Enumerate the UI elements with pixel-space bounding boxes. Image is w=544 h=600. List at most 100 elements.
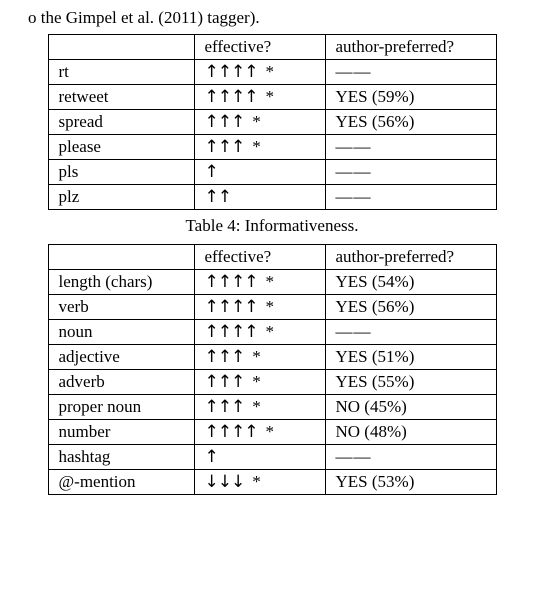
- header-blank: [48, 35, 194, 60]
- sig-marker: [218, 162, 226, 181]
- arrow-icon: ↑↑↑↑: [205, 322, 258, 342]
- arrow-icon: ↑↑↑: [205, 372, 245, 392]
- sig-marker: *: [244, 397, 261, 416]
- sig-marker: [231, 187, 239, 206]
- pref-value: ——: [336, 162, 372, 181]
- table-row: spread ↑↑↑* YES (56%): [48, 110, 496, 135]
- arrow-icon: ↑↑: [205, 187, 232, 207]
- effective-cell: ↑↑↑↑*: [194, 60, 325, 85]
- term-cell: @-mention: [48, 470, 194, 495]
- sig-marker: *: [257, 87, 274, 106]
- arrow-icon: ↑↑↑↑: [205, 87, 258, 107]
- arrow-icon: ↑↑↑: [205, 137, 245, 157]
- pref-cell: ——: [325, 160, 496, 185]
- pref-cell: YES (59%): [325, 85, 496, 110]
- effective-cell: ↑↑↑*: [194, 345, 325, 370]
- effective-cell: ↑: [194, 445, 325, 470]
- table-row: adjective ↑↑↑* YES (51%): [48, 345, 496, 370]
- pref-cell: NO (48%): [325, 420, 496, 445]
- effective-cell: ↑↑↑↑*: [194, 295, 325, 320]
- arrow-icon: ↑↑↑↑: [205, 62, 258, 82]
- arrow-icon: ↑: [205, 447, 218, 467]
- arrow-icon: ↑↑↑↑: [205, 272, 258, 292]
- header-effective: effective?: [194, 35, 325, 60]
- term-cell: plz: [48, 185, 194, 210]
- pref-cell: YES (55%): [325, 370, 496, 395]
- pref-cell: YES (51%): [325, 345, 496, 370]
- table-row: number ↑↑↑↑* NO (48%): [48, 420, 496, 445]
- effective-cell: ↑↑↑↑*: [194, 420, 325, 445]
- pref-value: ——: [336, 322, 372, 341]
- term-cell: rt: [48, 60, 194, 85]
- term-cell: length (chars): [48, 270, 194, 295]
- table-row: noun ↑↑↑↑* ——: [48, 320, 496, 345]
- sig-marker: *: [244, 112, 261, 131]
- arrow-icon: ↑↑↑: [205, 347, 245, 367]
- sig-marker: *: [257, 422, 274, 441]
- table-row: proper noun ↑↑↑* NO (45%): [48, 395, 496, 420]
- effective-cell: ↑↑↑↑*: [194, 320, 325, 345]
- header-blank: [48, 245, 194, 270]
- table-row: adverb ↑↑↑* YES (55%): [48, 370, 496, 395]
- effective-cell: ↑↑: [194, 185, 325, 210]
- header-author-preferred: author-preferred?: [325, 245, 496, 270]
- table-row: pls ↑ ——: [48, 160, 496, 185]
- term-cell: proper noun: [48, 395, 194, 420]
- table-header-row: effective? author-preferred?: [48, 35, 496, 60]
- term-cell: adjective: [48, 345, 194, 370]
- table-row: please ↑↑↑* ——: [48, 135, 496, 160]
- pref-value: ——: [336, 137, 372, 156]
- table-row: @-mention ↓↓↓* YES (53%): [48, 470, 496, 495]
- table-retweet-terms: effective? author-preferred? rt ↑↑↑↑* ——…: [48, 34, 497, 210]
- sig-marker: *: [257, 297, 274, 316]
- sig-marker: *: [257, 272, 274, 291]
- pref-value: ——: [336, 62, 372, 81]
- pref-cell: ——: [325, 135, 496, 160]
- effective-cell: ↓↓↓*: [194, 470, 325, 495]
- sig-marker: *: [257, 62, 274, 81]
- sig-marker: *: [257, 322, 274, 341]
- table-row: length (chars) ↑↑↑↑* YES (54%): [48, 270, 496, 295]
- effective-cell: ↑↑↑*: [194, 110, 325, 135]
- pref-cell: ——: [325, 185, 496, 210]
- sig-marker: *: [244, 347, 261, 366]
- table-header-row: effective? author-preferred?: [48, 245, 496, 270]
- term-cell: number: [48, 420, 194, 445]
- pref-cell: NO (45%): [325, 395, 496, 420]
- term-cell: pls: [48, 160, 194, 185]
- effective-cell: ↑↑↑*: [194, 395, 325, 420]
- header-effective: effective?: [194, 245, 325, 270]
- pref-cell: YES (53%): [325, 470, 496, 495]
- pref-cell: ——: [325, 445, 496, 470]
- term-cell: verb: [48, 295, 194, 320]
- arrow-icon: ↑↑↑: [205, 112, 245, 132]
- term-cell: adverb: [48, 370, 194, 395]
- effective-cell: ↑↑↑*: [194, 370, 325, 395]
- effective-cell: ↑↑↑↑*: [194, 85, 325, 110]
- table-row: verb ↑↑↑↑* YES (56%): [48, 295, 496, 320]
- table-row: rt ↑↑↑↑* ——: [48, 60, 496, 85]
- arrow-icon: ↑: [205, 162, 218, 182]
- pref-cell: ——: [325, 320, 496, 345]
- table-row: hashtag ↑ ——: [48, 445, 496, 470]
- sig-marker: *: [244, 372, 261, 391]
- fragment-text: o the Gimpel et al. (2011) tagger).: [28, 8, 516, 28]
- table-caption: Table 4: Informativeness.: [28, 216, 516, 236]
- arrow-icon: ↑↑↑↑: [205, 297, 258, 317]
- effective-cell: ↑: [194, 160, 325, 185]
- table-row: plz ↑↑ ——: [48, 185, 496, 210]
- arrow-icon: ↑↑↑: [205, 397, 245, 417]
- sig-marker: *: [244, 472, 261, 491]
- term-cell: retweet: [48, 85, 194, 110]
- pref-value: ——: [336, 447, 372, 466]
- term-cell: spread: [48, 110, 194, 135]
- header-author-preferred: author-preferred?: [325, 35, 496, 60]
- arrow-icon: ↓↓↓: [205, 472, 245, 492]
- term-cell: hashtag: [48, 445, 194, 470]
- pref-cell: YES (56%): [325, 295, 496, 320]
- sig-marker: [218, 447, 226, 466]
- pref-value: ——: [336, 187, 372, 206]
- effective-cell: ↑↑↑↑*: [194, 270, 325, 295]
- table-row: retweet ↑↑↑↑* YES (59%): [48, 85, 496, 110]
- effective-cell: ↑↑↑*: [194, 135, 325, 160]
